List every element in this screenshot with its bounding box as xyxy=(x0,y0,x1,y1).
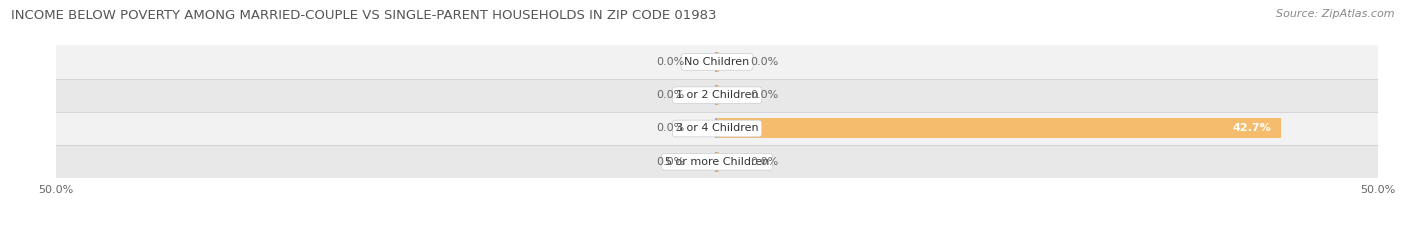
Text: 3 or 4 Children: 3 or 4 Children xyxy=(676,123,758,134)
Text: INCOME BELOW POVERTY AMONG MARRIED-COUPLE VS SINGLE-PARENT HOUSEHOLDS IN ZIP COD: INCOME BELOW POVERTY AMONG MARRIED-COUPL… xyxy=(11,9,717,22)
Bar xyxy=(717,152,718,172)
Text: 5 or more Children: 5 or more Children xyxy=(665,157,769,167)
Text: 42.7%: 42.7% xyxy=(1232,123,1271,134)
Text: 0.0%: 0.0% xyxy=(655,90,685,100)
Text: 0.0%: 0.0% xyxy=(751,90,779,100)
Bar xyxy=(56,45,1378,79)
Bar xyxy=(717,85,718,105)
Bar xyxy=(716,119,717,138)
Bar xyxy=(56,79,1378,112)
Text: 0.0%: 0.0% xyxy=(655,57,685,67)
Text: 0.0%: 0.0% xyxy=(751,57,779,67)
Text: 1 or 2 Children: 1 or 2 Children xyxy=(676,90,758,100)
Text: 0.0%: 0.0% xyxy=(655,123,685,134)
Bar xyxy=(56,145,1378,178)
Text: Source: ZipAtlas.com: Source: ZipAtlas.com xyxy=(1277,9,1395,19)
Bar xyxy=(717,119,1281,138)
Bar xyxy=(56,112,1378,145)
Bar xyxy=(716,85,717,105)
Text: No Children: No Children xyxy=(685,57,749,67)
Bar xyxy=(716,52,717,72)
Bar xyxy=(717,52,718,72)
Text: 0.0%: 0.0% xyxy=(655,157,685,167)
Bar xyxy=(716,152,717,172)
Text: 0.0%: 0.0% xyxy=(751,157,779,167)
